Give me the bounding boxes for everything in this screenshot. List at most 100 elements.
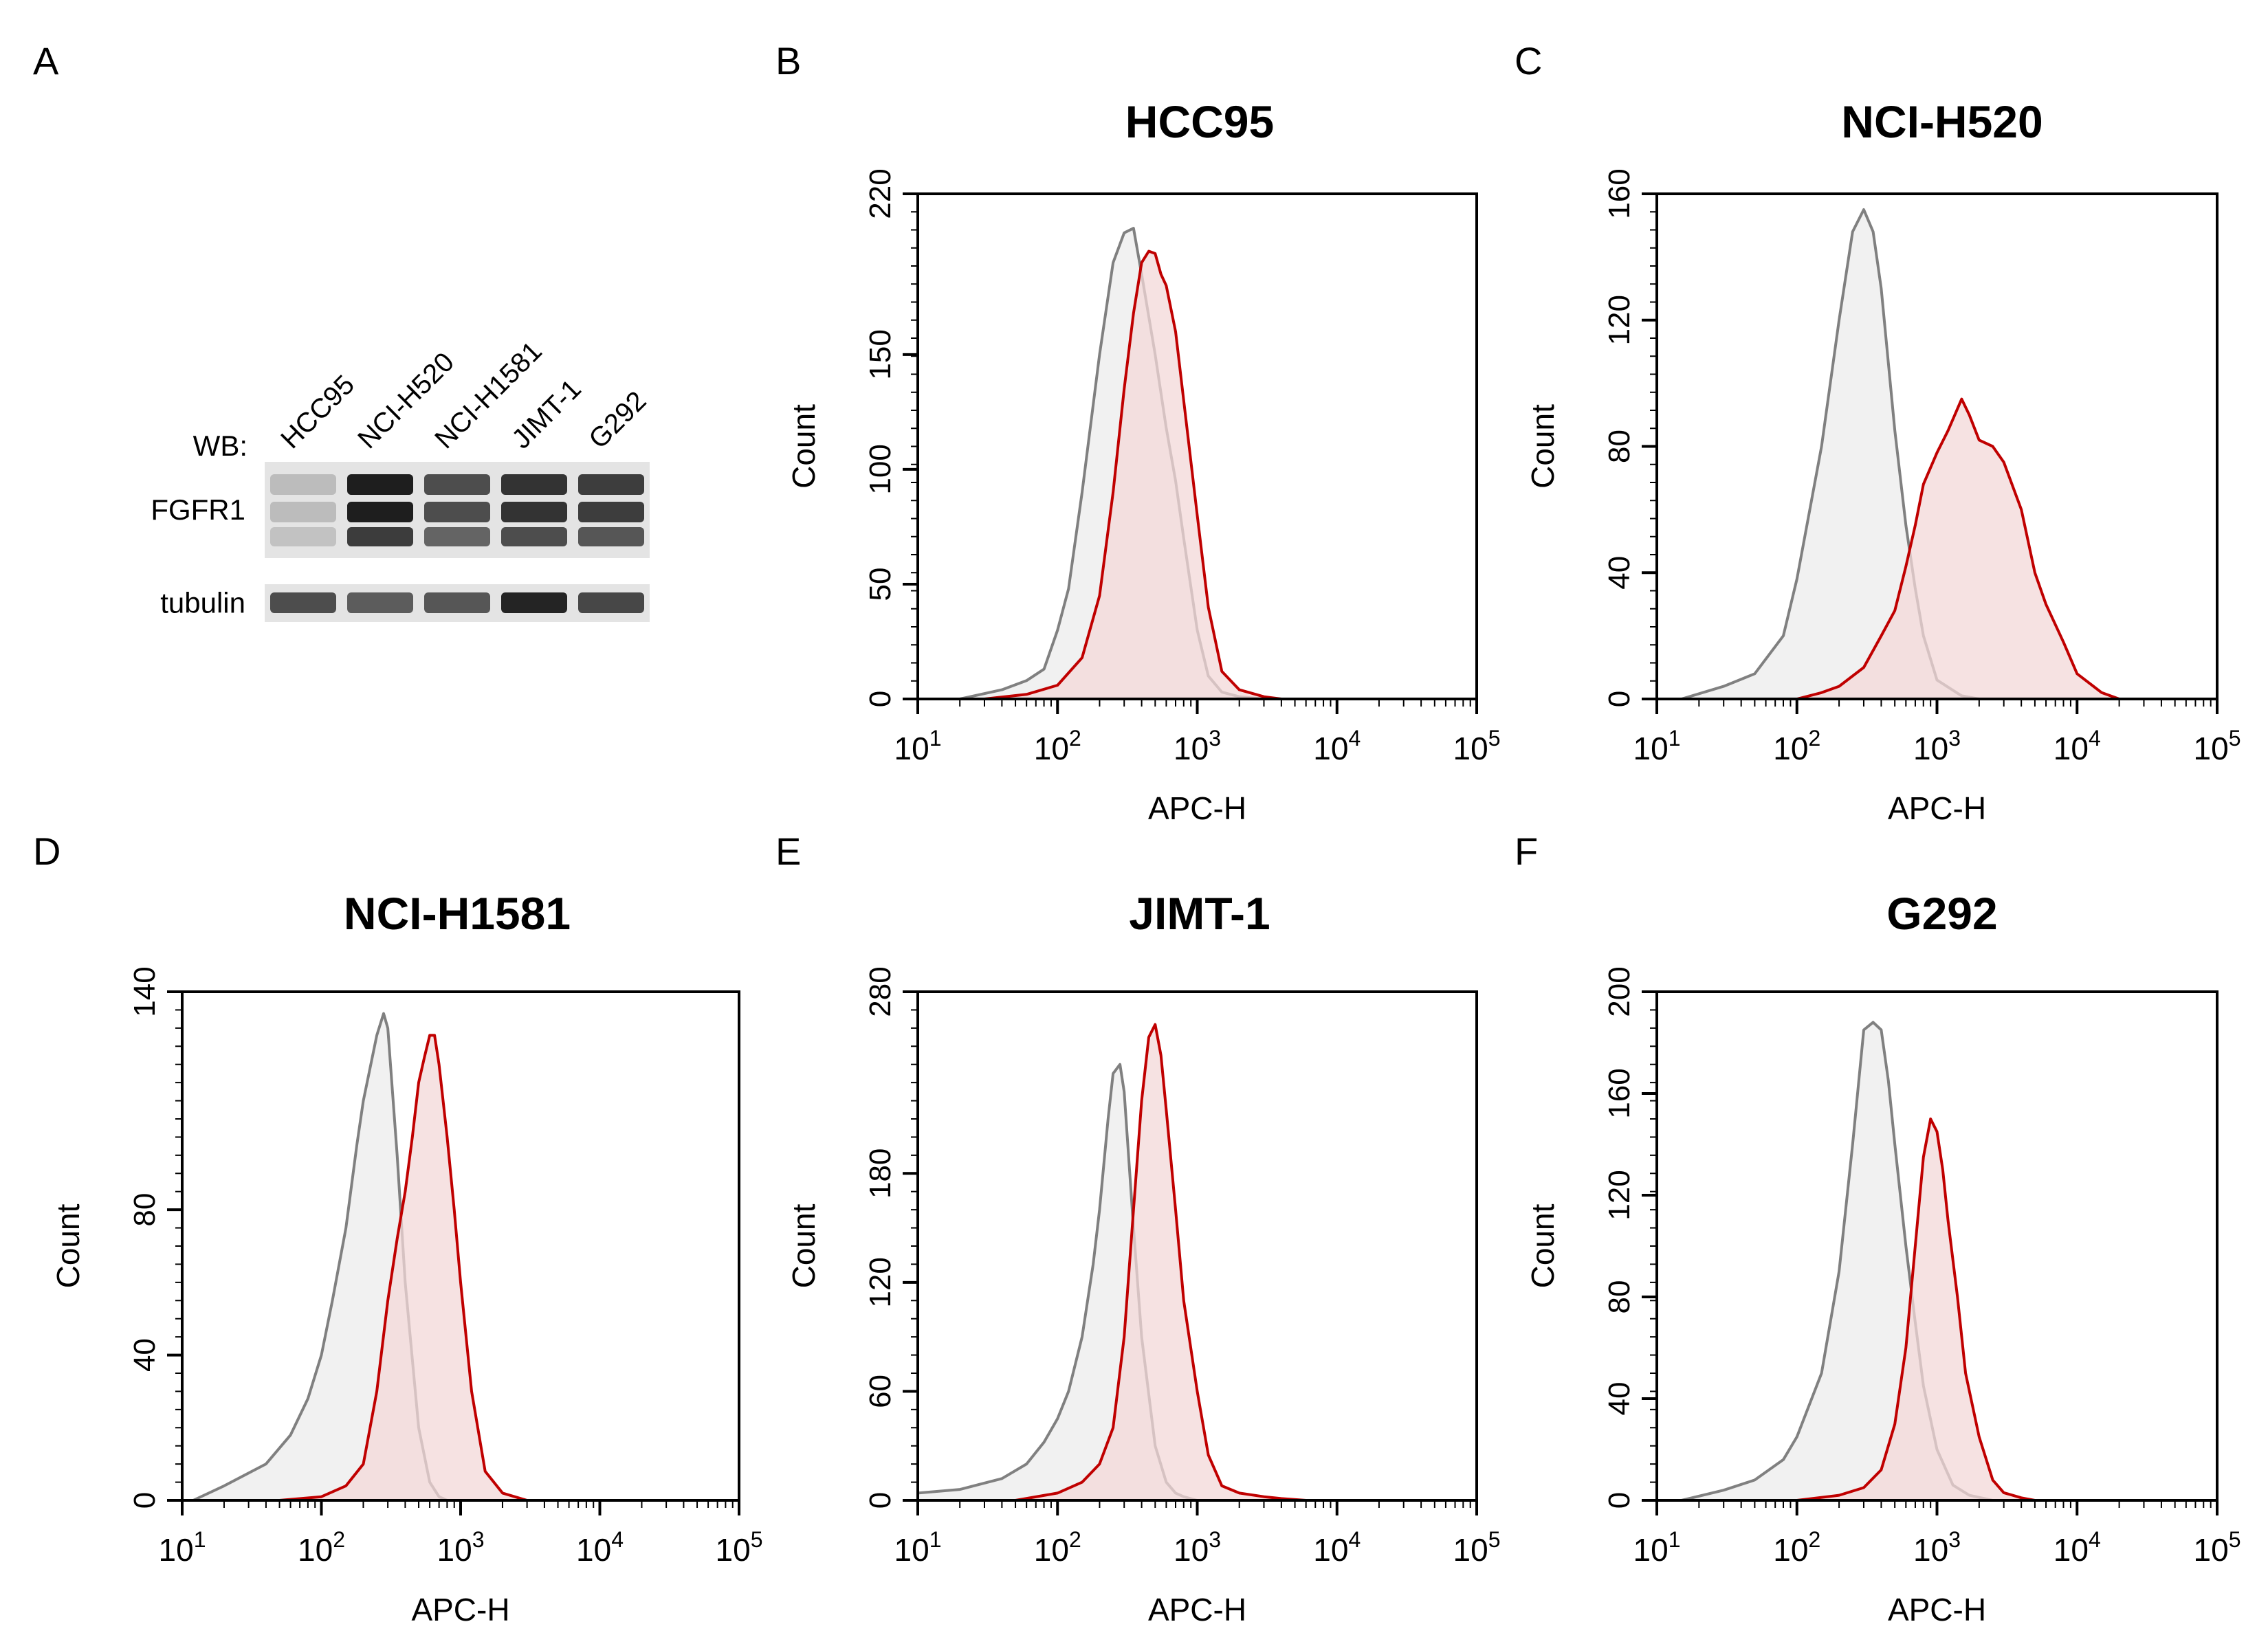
histogram-line — [279, 1034, 528, 1502]
y-tick-label: 150 — [863, 329, 897, 379]
histogram-fill — [1796, 1119, 2035, 1500]
blot-band — [501, 592, 567, 613]
y-tick-label: 100 — [863, 444, 897, 494]
y-tick-label: 280 — [863, 966, 897, 1017]
panel-f: F G292 0 40 80 120 160 200 101 102 103 104 105 APC-H C… — [1515, 830, 2241, 1628]
y-tick-label: 60 — [863, 1375, 897, 1408]
panel-c: C NCI-H520 0 40 80 120 160 101 102 103 104 105 APC-H… — [1515, 39, 2241, 826]
panel-letter: B — [775, 39, 801, 82]
y-tick-label: 80 — [1603, 1280, 1636, 1314]
histogram-line — [984, 249, 1282, 700]
panel-letter-a: A — [33, 39, 59, 82]
x-tick-label: 102 — [298, 1527, 345, 1568]
y-tick-label: 40 — [1603, 1382, 1636, 1416]
panel-letter: F — [1515, 830, 1538, 873]
blot-band — [270, 502, 336, 522]
chart-title: NCI-H520 — [1841, 96, 2043, 147]
chart-title: JIMT-1 — [1129, 888, 1270, 939]
chart-title: HCC95 — [1125, 96, 1274, 147]
blot-band — [501, 502, 567, 522]
blot-band — [424, 502, 490, 522]
histogram-fill — [1796, 399, 2120, 699]
chart-title: G292 — [1886, 888, 1997, 939]
histogram-line — [1796, 1118, 2036, 1502]
x-tick-label: 103 — [437, 1527, 485, 1568]
histogram-line — [1015, 1023, 1306, 1502]
x-tick-label: 105 — [1453, 726, 1501, 766]
blot-band — [270, 474, 336, 495]
y-tick-label: 0 — [863, 1492, 897, 1509]
blot-band — [424, 592, 490, 613]
x-tick-label: 102 — [1034, 1527, 1081, 1568]
blot-band — [270, 527, 336, 546]
y-axis-label: Count — [1525, 1203, 1561, 1288]
y-tick-label: 160 — [1603, 1068, 1636, 1118]
blot-band — [424, 527, 490, 546]
x-tick-label: 101 — [1633, 726, 1681, 766]
blot-band — [578, 474, 644, 495]
x-tick-label: 102 — [1773, 1527, 1820, 1568]
x-tick-label: 104 — [576, 1527, 624, 1568]
y-tick-label: 0 — [1603, 1492, 1636, 1509]
x-axis-label: APC-H — [411, 1592, 509, 1628]
blot-band — [347, 527, 413, 546]
x-axis-label: APC-H — [1148, 1592, 1246, 1628]
y-tick-label: 120 — [1603, 295, 1636, 345]
y-axis-label: Count — [786, 404, 822, 489]
y-tick-label: 80 — [1603, 430, 1636, 463]
histogram-fill — [1015, 1024, 1306, 1500]
blot-row-label: FGFR1 — [151, 493, 245, 526]
blot-band — [578, 527, 644, 546]
y-axis-label: Count — [50, 1203, 86, 1288]
y-tick-label: 160 — [1603, 168, 1636, 219]
x-tick-label: 101 — [159, 1527, 206, 1568]
panel-b: B HCC95 0 50 100 150 220 101 102 103 104 105 APC-H Co… — [775, 39, 1500, 826]
x-tick-label: 105 — [2194, 1527, 2241, 1568]
y-tick-label: 120 — [1603, 1170, 1636, 1220]
blot-row-label: tubulin — [160, 587, 245, 619]
blot-band — [501, 527, 567, 546]
y-tick-label: 0 — [1603, 691, 1636, 707]
x-tick-label: 104 — [2054, 1527, 2101, 1568]
panel-letter: C — [1515, 39, 1542, 82]
panel-letter: E — [775, 830, 801, 873]
panel-d: D NCI-H1581 0 40 80 140 101 102 103 104 105 APC-H Co… — [33, 830, 762, 1628]
blot-band — [347, 474, 413, 495]
y-tick-label: 200 — [1603, 966, 1636, 1017]
lane-label: G292 — [583, 386, 652, 454]
x-axis-label: APC-H — [1888, 1592, 1986, 1628]
blot-band — [578, 592, 644, 613]
x-tick-label: 101 — [894, 1527, 942, 1568]
y-tick-label: 40 — [128, 1338, 162, 1372]
y-axis-label: Count — [786, 1203, 822, 1288]
y-tick-label: 50 — [863, 567, 897, 601]
x-tick-label: 102 — [1773, 726, 1820, 766]
x-tick-label: 104 — [1313, 1527, 1361, 1568]
x-tick-label: 103 — [1174, 1527, 1221, 1568]
x-axis-label: APC-H — [1888, 790, 1986, 826]
x-tick-label: 103 — [1913, 1527, 1961, 1568]
x-tick-label: 103 — [1174, 726, 1221, 766]
histogram-fill — [279, 1035, 527, 1500]
panel-letter: D — [33, 830, 60, 873]
x-axis-label: APC-H — [1148, 790, 1246, 826]
x-tick-label: 103 — [1913, 726, 1961, 766]
panel-a: AWB: HCC95NCI-H520NCI-H1581JIMT-1G292FGFR… — [33, 39, 652, 622]
x-tick-label: 104 — [2054, 726, 2101, 766]
blot-band — [347, 592, 413, 613]
x-tick-label: 102 — [1034, 726, 1081, 766]
x-tick-label: 101 — [1633, 1527, 1681, 1568]
panel-e: E JIMT-1 0 60 120 180 280 101 102 103 104 105 APC-H C… — [775, 830, 1500, 1628]
lane-label: HCC95 — [275, 370, 360, 455]
histogram-line — [1796, 397, 2120, 700]
histogram-fill — [984, 251, 1281, 699]
y-tick-label: 80 — [128, 1193, 162, 1227]
chart-title: NCI-H1581 — [344, 888, 571, 939]
x-tick-label: 105 — [716, 1527, 763, 1568]
y-tick-label: 140 — [128, 966, 162, 1017]
y-tick-label: 40 — [1603, 556, 1636, 590]
blot-band — [578, 502, 644, 522]
y-tick-label: 0 — [128, 1492, 162, 1509]
blot-band — [347, 502, 413, 522]
